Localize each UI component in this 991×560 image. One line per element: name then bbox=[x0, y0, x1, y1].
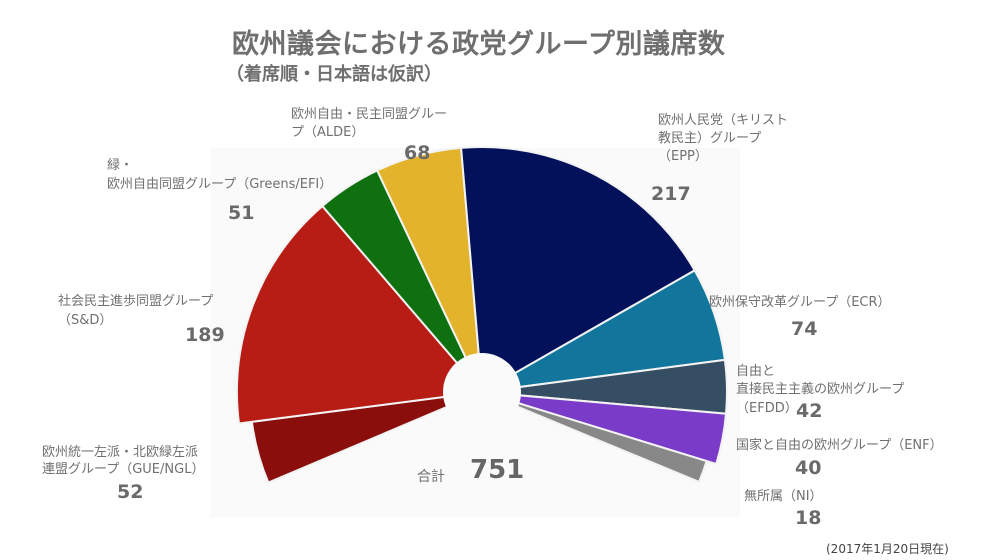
value-epp: 217 bbox=[651, 183, 691, 205]
center-hole bbox=[443, 353, 521, 431]
value-greens: 51 bbox=[228, 202, 255, 224]
label-epp-line3: （EPP） bbox=[658, 149, 708, 164]
label-sd-line1: 社会民主進歩同盟グループ bbox=[58, 294, 214, 309]
label-gue-line1: 欧州統一左派・北欧緑左派 bbox=[42, 445, 199, 460]
label-ecr: 欧州保守改革グループ（ECR） bbox=[709, 295, 891, 310]
value-ni: 18 bbox=[795, 507, 822, 529]
label-ni: 無所属（NI） bbox=[744, 489, 823, 504]
value-efdd: 42 bbox=[796, 400, 823, 422]
label-enf: 国家と自由の欧州グループ（ENF） bbox=[736, 438, 943, 453]
value-gue: 52 bbox=[117, 481, 144, 503]
chart-title: 欧州議会における政党グループ別議席数 bbox=[232, 29, 726, 60]
label-greens-line2: 欧州自由同盟グループ（Greens/EFI） bbox=[107, 177, 333, 192]
value-sd: 189 bbox=[185, 324, 225, 346]
date-note: (2017年1月20日現在) bbox=[826, 542, 949, 556]
label-efdd-line1: 自由と bbox=[736, 364, 776, 379]
slice-ni bbox=[481, 391, 708, 484]
label-epp-line2: 教民主）グループ bbox=[658, 131, 762, 146]
label-greens-line1: 緑・ bbox=[107, 158, 134, 173]
total-label: 合計 bbox=[417, 469, 445, 485]
chart-subtitle: （着席順・日本語は仮訳） bbox=[226, 64, 442, 85]
value-ecr: 74 bbox=[791, 318, 818, 340]
label-efdd-line3: （EFDD） bbox=[736, 401, 798, 416]
slice-sd bbox=[236, 204, 484, 425]
label-efdd-line2: 直接民主主義の欧州グループ bbox=[736, 382, 905, 397]
label-gue-line2: 連盟グループ（GUE/NGL） bbox=[42, 462, 205, 477]
slice-epp bbox=[460, 146, 697, 394]
value-alde: 68 bbox=[404, 142, 431, 164]
label-sd-line2: （S&D） bbox=[58, 313, 113, 328]
label-alde-line2: プ（ALDE） bbox=[291, 125, 365, 140]
label-alde-line1: 欧州自由・民主同盟グルー bbox=[291, 107, 448, 122]
total-value: 751 bbox=[470, 455, 525, 485]
value-enf: 40 bbox=[795, 457, 822, 479]
label-epp-line1: 欧州人民党（キリスト bbox=[658, 113, 789, 128]
